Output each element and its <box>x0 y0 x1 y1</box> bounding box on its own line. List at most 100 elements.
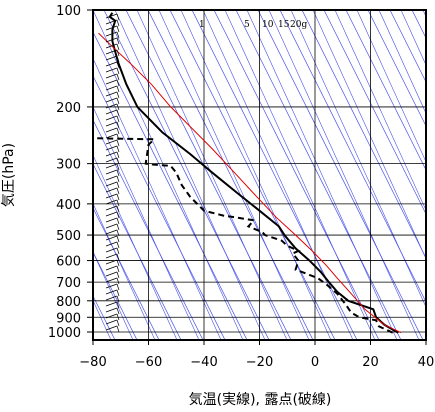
wind-barb-flag <box>116 61 120 69</box>
wind-barb <box>105 79 118 85</box>
isotherm-line <box>93 119 204 340</box>
wind-barb <box>105 151 118 157</box>
isotherm-line <box>257 10 424 340</box>
y-tick-label: 500 <box>56 229 81 244</box>
isotherm-line <box>279 10 426 303</box>
wind-barb <box>105 235 118 241</box>
wind-barb <box>105 139 118 145</box>
wind-barb <box>105 199 118 205</box>
wind-barb <box>105 121 118 127</box>
wind-barb-flag <box>116 289 120 297</box>
wind-barb <box>105 319 118 325</box>
mixing-ratio-label: 5 <box>244 20 250 30</box>
wind-barb <box>105 241 118 247</box>
isotherm-line <box>213 10 380 340</box>
x-tick-label: −20 <box>246 355 273 370</box>
isotherm-line <box>301 10 426 259</box>
wind-barb-flag <box>116 283 120 291</box>
wind-barb-flag <box>116 157 120 165</box>
wind-barb-flag <box>116 103 120 111</box>
adiabat-line <box>246 10 398 340</box>
wind-barb-flag <box>116 187 120 195</box>
wind-barb <box>105 61 118 67</box>
adiabat-line <box>268 10 420 340</box>
wind-barb-flag <box>116 277 120 285</box>
wind-barb <box>105 25 118 31</box>
wind-barb-flag <box>116 229 120 237</box>
temperature-line <box>108 12 399 334</box>
wind-barb-flag <box>116 49 120 57</box>
isotherm-line <box>93 75 226 340</box>
wind-barb-flag <box>116 169 120 177</box>
adiabat-line <box>93 106 200 340</box>
adiabat-line <box>93 57 222 340</box>
dewpoint-line <box>93 137 394 334</box>
y-axis-title: 気圧(hPa) <box>1 143 17 207</box>
wind-barb-flag <box>116 43 120 51</box>
wind-barb <box>105 55 118 61</box>
x-tick-label: −40 <box>190 355 217 370</box>
wind-barb-flag <box>116 217 120 225</box>
y-tick-label: 800 <box>56 295 81 310</box>
wind-barb <box>105 115 118 121</box>
wind-barb <box>105 31 118 37</box>
y-tick-label: 1000 <box>48 326 81 341</box>
wind-barb <box>105 133 118 139</box>
wind-barb <box>105 211 118 217</box>
wind-barb-flag <box>116 241 120 249</box>
wind-barb-flag <box>116 235 120 243</box>
mixing-ratio-label: 1 <box>199 20 205 30</box>
adiabat-line <box>356 10 426 163</box>
wind-barb <box>105 91 118 97</box>
wind-barb-flag <box>116 295 120 303</box>
wind-barb <box>105 163 118 169</box>
adiabat-line <box>158 10 310 340</box>
x-tick-label: 0 <box>311 355 319 370</box>
isotherm-line <box>345 10 426 171</box>
wind-barb <box>105 145 118 151</box>
wind-barb-flag <box>116 67 120 75</box>
adiabat-line <box>93 202 156 340</box>
x-tick-label: 40 <box>418 355 435 370</box>
wind-barb <box>105 109 118 115</box>
wind-barb-flag <box>116 181 120 189</box>
mixing-ratio-label: 20g <box>290 20 307 30</box>
wind-barb <box>105 181 118 187</box>
x-tick-label: −80 <box>79 355 106 370</box>
wind-barb-flag <box>116 115 120 123</box>
wind-barb <box>105 127 118 133</box>
wind-barb <box>105 289 118 295</box>
y-tick-label: 400 <box>56 198 81 213</box>
x-axis-title: 気温(実線), 露点(破線) <box>189 392 332 408</box>
wind-barb <box>105 193 118 199</box>
isotherm-line <box>169 10 336 340</box>
wind-barb-flag <box>116 193 120 201</box>
wind-barb-flag <box>116 91 120 99</box>
wind-barb-flag <box>116 205 120 213</box>
wind-barb <box>105 307 118 313</box>
wind-barb-flag <box>116 31 120 39</box>
wind-barb-flag <box>116 223 120 231</box>
isotherm-line <box>125 10 292 340</box>
adiabat-line <box>93 251 134 340</box>
adiabat-line <box>114 10 266 340</box>
isotherm-line <box>323 10 426 215</box>
wind-barb <box>105 301 118 307</box>
isotherm-line <box>235 10 402 340</box>
wind-barb <box>105 13 118 19</box>
adiabat-line <box>180 10 332 340</box>
sounding-series <box>93 12 402 334</box>
adiabat-line <box>378 10 426 115</box>
mixing-ratio-label: 10 <box>262 20 274 30</box>
adiabat-line <box>334 10 426 211</box>
wind-barb-flag <box>116 307 120 315</box>
wind-barb-flag <box>116 301 120 309</box>
wind-barb-flag <box>116 139 120 147</box>
wind-barb <box>105 37 118 43</box>
wind-barb-flag <box>116 199 120 207</box>
adiabat-line <box>312 10 426 260</box>
wind-barb <box>105 19 118 25</box>
wind-barb <box>105 325 118 331</box>
wind-barb <box>105 73 118 79</box>
wind-barb-flag <box>116 313 120 321</box>
